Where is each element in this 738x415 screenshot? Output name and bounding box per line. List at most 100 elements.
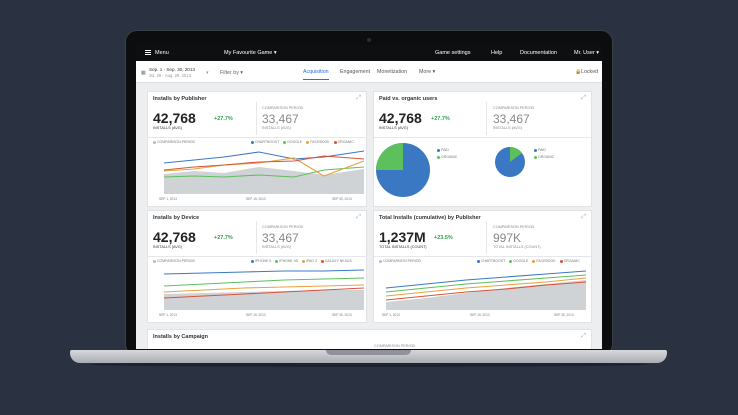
metric-delta: +23.5% — [434, 235, 453, 241]
compare-sub-label: INSTALLS (AVG) — [262, 126, 291, 130]
camera — [367, 38, 371, 42]
lock-icon: 🔒 — [575, 69, 582, 75]
divider — [486, 102, 487, 135]
series-iphone4s — [163, 277, 365, 287]
series-chartboost — [385, 270, 587, 289]
legend-paid: PAID — [538, 148, 546, 152]
expand-icon[interactable]: ⤢ — [581, 333, 586, 339]
compare-value: 997K — [493, 231, 522, 245]
hamburger-icon[interactable] — [145, 50, 151, 55]
line-chart — [163, 150, 365, 194]
x-tick: SEP 1, 2013 — [382, 313, 400, 317]
pie-legend: ORGANIC — [531, 155, 554, 159]
card-title: Installs by Campaign — [153, 334, 209, 340]
legend-organic: ORGANIC — [563, 259, 580, 263]
legend-facebook: FACEBOOK — [536, 259, 556, 263]
menu-button[interactable]: Menu — [155, 50, 169, 56]
divider — [256, 102, 257, 135]
metric-label: TOTAL INSTALLS (COUNT) — [379, 245, 427, 249]
expand-icon[interactable]: ⤢ — [356, 95, 361, 101]
series-galaxy-nexus — [163, 287, 365, 299]
x-tick: SEP 30, 2013 — [332, 197, 352, 201]
legend-chartboost: CHARTBOOST — [255, 140, 280, 144]
pie-slice-organic — [376, 143, 403, 170]
tab-monetization[interactable]: Monetization — [377, 69, 408, 75]
period-label: COMPARISON PERIOD — [157, 140, 196, 144]
pie-slice-organic — [510, 147, 522, 162]
series-google — [163, 166, 365, 178]
legend-iphone5: IPHONE 5 — [255, 259, 272, 263]
card-installs-by-device: Installs by Device ⤢ 42,768 +27.7% INSTA… — [147, 210, 367, 323]
period-legend: COMPARISON PERIOD — [153, 140, 195, 144]
compare-value: 33,467 — [493, 112, 530, 126]
series-legend: CHARTBOOST GOOGLE FACEBOOK ORGANIC — [474, 259, 580, 263]
game-selector[interactable]: My Favourite Game ▾ — [224, 50, 277, 56]
divider — [486, 221, 487, 254]
period-legend: COMPARISON PERIOD — [153, 259, 195, 263]
legend-organic: ORGANIC — [441, 155, 458, 159]
legend-paid: PAID — [441, 148, 449, 152]
x-tick: SEP 15, 2013 — [470, 313, 490, 317]
divider — [148, 256, 366, 257]
pie-legend: ORGANIC — [434, 155, 457, 159]
filter-dropdown[interactable]: Filter by ▾ — [220, 70, 243, 76]
chevron-down-icon[interactable]: ▾ — [206, 70, 209, 76]
x-tick: SEP 1, 2013 — [159, 197, 177, 201]
tab-more[interactable]: More ▾ — [419, 69, 436, 75]
series-google — [385, 274, 587, 293]
tab-engagement[interactable]: Engagement — [340, 69, 371, 75]
line-chart — [163, 269, 365, 310]
legend-google: GOOGLE — [513, 259, 529, 263]
date-range[interactable]: Sep. 1 - Sep. 30, 2013 — [149, 67, 195, 72]
metric-label: INSTALLS (AVG) — [153, 245, 182, 249]
nav-link-game-settings[interactable]: Game settings — [435, 50, 471, 56]
series-iphone5 — [163, 269, 365, 275]
divider — [374, 256, 591, 257]
series-facebook — [163, 157, 365, 177]
metric-value: 1,237M — [379, 229, 426, 245]
card-paid-vs-organic: Paid vs. organic users ⤢ 42,768 +27.7% I… — [373, 91, 592, 207]
legend-google: GOOGLE — [287, 140, 303, 144]
series-ipad3 — [163, 284, 365, 293]
card-title: Paid vs. organic users — [379, 96, 438, 102]
period-legend: COMPARISON PERIOD — [379, 259, 421, 263]
compare-label: COMPARISON PERIOD — [262, 106, 304, 110]
expand-icon[interactable]: ⤢ — [581, 95, 586, 101]
nav-link-help[interactable]: Help — [491, 50, 503, 56]
legend-iphone4s: IPHONE 4S — [279, 259, 299, 263]
legend-organic: ORGANIC — [538, 155, 555, 159]
pie-legend: PAID — [531, 148, 546, 152]
comparison-area — [164, 167, 364, 194]
series-chartboost — [163, 150, 365, 164]
screen: Menu My Favourite Game ▾ Game settings H… — [136, 45, 602, 349]
card-total-installs: Total Installs (cumulative) by Publisher… — [373, 210, 592, 323]
series-organic — [163, 155, 365, 171]
card-title: Installs by Publisher — [153, 96, 207, 102]
expand-icon[interactable]: ⤢ — [581, 214, 586, 220]
metric-label: INSTALLS (AVG) — [153, 126, 182, 130]
x-tick: SEP 1, 2013 — [159, 313, 177, 317]
user-menu[interactable]: Mr. User ▾ — [574, 50, 600, 56]
calendar-icon[interactable]: ▦ — [141, 70, 146, 76]
metric-value: 42,768 — [153, 110, 196, 126]
series-legend: CHARTBOOST GOOGLE FACEBOOK ORGANIC — [248, 140, 354, 144]
x-tick: SEP 15, 2013 — [246, 197, 266, 201]
nav-link-documentation[interactable]: Documentation — [520, 50, 557, 56]
x-tick: SEP 30, 2013 — [554, 313, 574, 317]
tab-acquisition[interactable]: Acquisition — [303, 69, 329, 80]
metric-delta: +27.7% — [214, 235, 233, 241]
divider — [148, 137, 366, 138]
legend-organic: ORGANIC — [337, 140, 354, 144]
pie-legend: PAID — [434, 148, 449, 152]
laptop-shadow — [90, 362, 647, 367]
compare-label: COMPARISON PERIOD — [374, 344, 416, 348]
compare-range[interactable]: Jul. 26 - Aug. 29, 2013 — [149, 73, 191, 78]
comparison-area — [386, 280, 586, 310]
locked-label[interactable]: Locked — [581, 69, 599, 75]
divider — [374, 137, 591, 138]
compare-sub-label: TOTAL INSTALLS (COUNT) — [493, 245, 541, 249]
compare-label: COMPARISON PERIOD — [493, 106, 535, 110]
metric-label: INSTALLS (AVG) — [379, 126, 408, 130]
period-label: COMPARISON PERIOD — [157, 259, 196, 263]
expand-icon[interactable]: ⤢ — [356, 214, 361, 220]
